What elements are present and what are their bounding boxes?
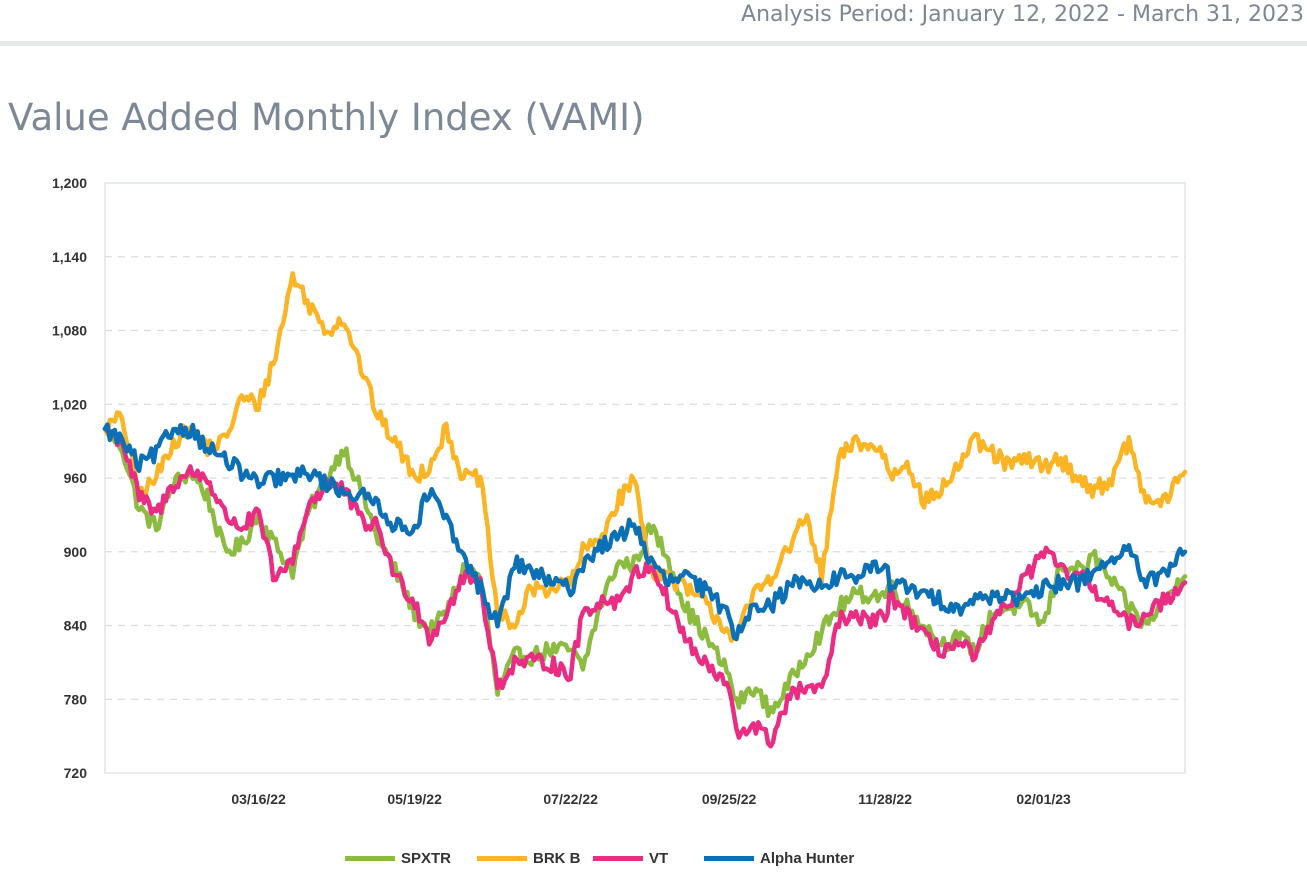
legend-label: Alpha Hunter — [760, 850, 855, 867]
y-tick-label: 960 — [64, 470, 88, 486]
legend-label: BRK B — [533, 850, 581, 867]
y-tick-label: 720 — [64, 765, 88, 781]
x-tick-label: 07/22/22 — [543, 791, 598, 807]
x-tick-label: 03/16/22 — [231, 791, 286, 807]
legend-swatch — [593, 856, 643, 861]
legend-swatch — [704, 856, 754, 861]
chart-legend: SPXTR BRK B VT Alpha Hunter — [0, 850, 1307, 876]
y-tick-label: 780 — [64, 691, 88, 707]
legend-swatch — [477, 856, 527, 861]
legend-swatch — [345, 856, 395, 861]
series-line-alpha-hunter — [102, 422, 1188, 642]
series-line-brk-b — [102, 271, 1188, 643]
analysis-period: Analysis Period: January 12, 2022 - Marc… — [741, 2, 1304, 27]
y-tick-label: 1,020 — [52, 396, 87, 412]
x-tick-label: 11/28/22 — [858, 791, 912, 807]
legend-item-vt[interactable]: VT — [593, 850, 668, 867]
y-tick-label: 1,140 — [52, 249, 87, 265]
legend-item-alpha-hunter[interactable]: Alpha Hunter — [704, 850, 854, 867]
y-tick-label: 1,200 — [52, 175, 87, 191]
legend-label: SPXTR — [401, 850, 452, 867]
y-tick-label: 1,080 — [52, 323, 87, 339]
x-tick-label: 05/19/22 — [387, 791, 442, 807]
series-line-vt — [102, 426, 1188, 749]
legend-item-spxtr[interactable]: SPXTR — [345, 850, 451, 867]
x-tick-label: 02/01/23 — [1016, 791, 1071, 807]
y-tick-label: 900 — [64, 544, 88, 560]
x-tick-label: 09/25/22 — [702, 791, 757, 807]
chart-title: Value Added Monthly Index (VAMI) — [8, 96, 645, 139]
legend-label: VT — [649, 850, 669, 867]
y-tick-label: 840 — [64, 618, 88, 634]
legend-item-brk-b[interactable]: BRK B — [477, 850, 581, 867]
header-divider — [0, 41, 1307, 46]
